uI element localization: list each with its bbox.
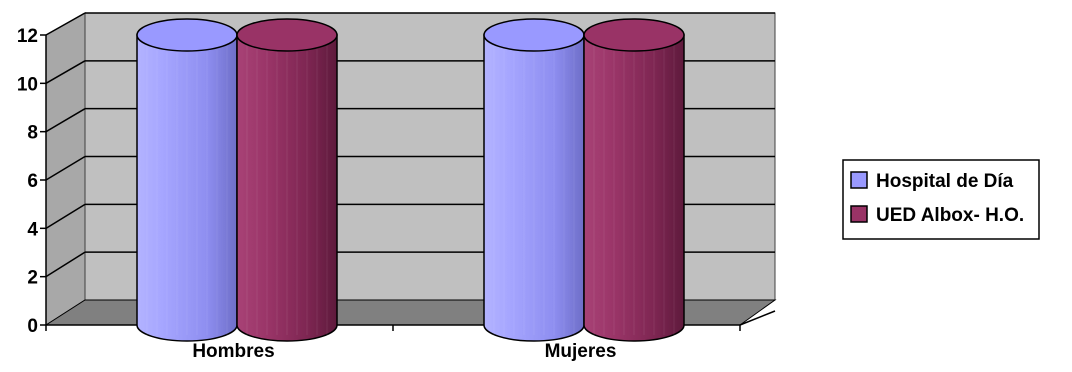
bar-ued-albox-mujeres — [583, 18, 685, 342]
bar-body — [236, 34, 338, 342]
bars — [136, 18, 685, 342]
bar-hospital-de-dia-hombres — [136, 18, 238, 342]
bar-body — [483, 34, 585, 342]
bar-top — [583, 18, 685, 52]
gridline-side — [45, 60, 86, 84]
bar-body — [583, 34, 685, 342]
gridline-side — [45, 12, 86, 36]
y-tick-label: 8 — [27, 123, 38, 144]
legend-label: UED Albox- H.O. — [876, 205, 1024, 226]
x-tick-label: Hombres — [192, 341, 274, 362]
legend-swatch — [850, 171, 868, 189]
x-tick-label: Mujeres — [545, 341, 617, 362]
gridline-side — [45, 203, 86, 229]
legend-label: Hospital de Día — [876, 171, 1014, 192]
gridline-side — [45, 108, 86, 133]
y-axis: 0 2 4 6 8 10 12 — [17, 26, 47, 337]
y-tick-label: 6 — [27, 171, 38, 192]
gridline-side — [45, 155, 86, 181]
bar-top — [483, 18, 585, 52]
legend-swatch — [850, 205, 868, 223]
legend: Hospital de Día UED Albox- H.O. — [842, 159, 1040, 240]
legend-box — [842, 159, 1040, 240]
bar-ued-albox-hombres — [236, 18, 338, 342]
y-tick-label: 0 — [27, 316, 38, 337]
y-tick-label: 2 — [27, 268, 38, 289]
y-tick-label: 4 — [27, 219, 38, 240]
bar-top — [136, 18, 238, 52]
bar-body — [136, 34, 238, 342]
y-tick-label: 10 — [17, 74, 38, 95]
y-tick-label: 12 — [17, 26, 38, 47]
bar-top — [236, 18, 338, 52]
gridline-side — [45, 251, 86, 278]
bar-hospital-de-dia-mujeres — [483, 18, 585, 342]
